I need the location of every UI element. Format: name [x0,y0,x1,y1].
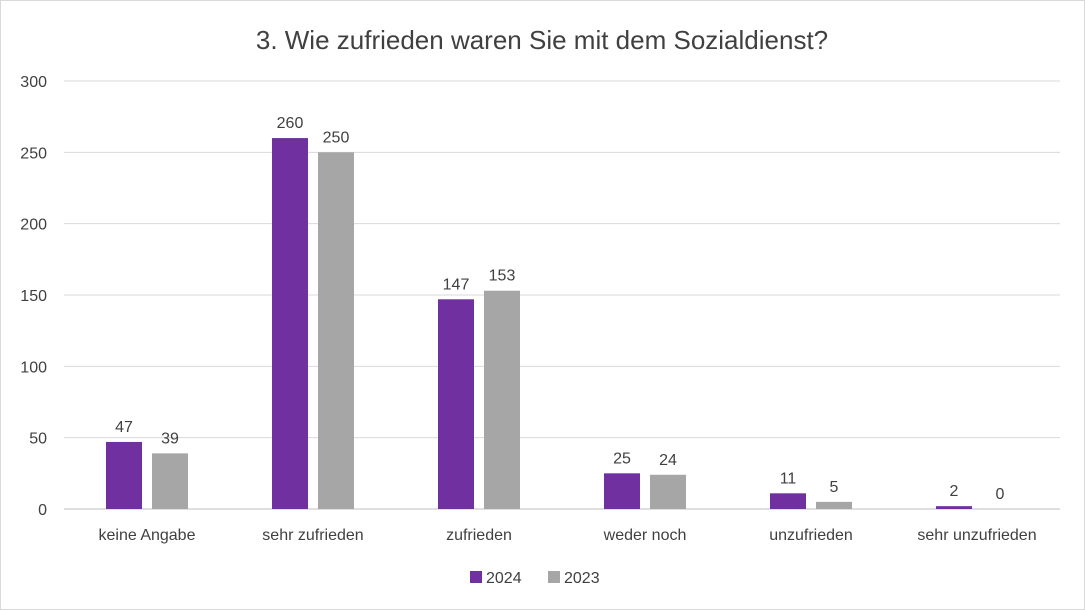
x-axis-categories: keine Angabe sehr zufrieden zufrieden weder… [99,527,1037,544]
legend-label-2024: 2024 [486,570,522,587]
y-tick-label: 250 [20,145,47,162]
chart-title: 3. Wie zufrieden waren Sie mit dem Sozia… [256,25,828,55]
data-label-2024-3: 25 [613,450,631,467]
data-label-2024-5: 2 [950,483,959,500]
data-label-2023-3: 24 [659,452,677,469]
y-tick-label: 100 [20,359,47,376]
data-label-2023-5: 0 [996,486,1005,503]
legend-swatch-2023 [548,571,560,583]
gridlines [64,80,1060,510]
data-label-2023-0: 39 [161,430,179,447]
y-axis-ticks: 0 50 100 150 200 250 300 [20,74,47,519]
data-label-2024-4: 11 [780,470,797,487]
category-label: zufrieden [446,527,512,544]
bar-2024-4 [770,493,806,509]
bar-2024-1 [272,138,308,510]
bar-2024-2 [438,299,474,509]
legend-label-2023: 2023 [564,570,600,587]
bar-2023-0 [152,453,188,509]
y-tick-label: 0 [38,502,47,519]
bars [106,138,972,510]
data-labels: 47 39 260 250 147 153 25 24 11 5 2 0 [115,115,1004,503]
data-label-2024-0: 47 [115,419,133,436]
data-label-2024-2: 147 [443,276,470,293]
bar-2024-0 [106,441,142,509]
data-label-2023-4: 5 [830,479,839,496]
bar-2024-5 [936,506,972,509]
category-label: unzufrieden [769,527,853,544]
bar-2023-1 [318,152,354,510]
y-tick-label: 200 [20,217,47,234]
bar-2023-4 [816,501,852,509]
legend: 2024 2023 [470,570,600,587]
y-tick-label: 300 [20,74,47,91]
bar-2023-3 [650,474,686,509]
y-tick-label: 50 [29,431,47,448]
data-label-2023-2: 153 [489,268,516,285]
bar-2024-3 [604,473,640,509]
data-label-2023-1: 250 [323,129,350,146]
bar-2023-2 [484,290,520,509]
legend-swatch-2024 [470,571,482,583]
data-label-2024-1: 260 [277,115,304,132]
category-label: weder noch [603,527,687,544]
category-label: keine Angabe [99,527,196,544]
category-label: sehr zufrieden [262,527,363,544]
category-label: sehr unzufrieden [917,527,1036,544]
y-tick-label: 150 [20,288,47,305]
